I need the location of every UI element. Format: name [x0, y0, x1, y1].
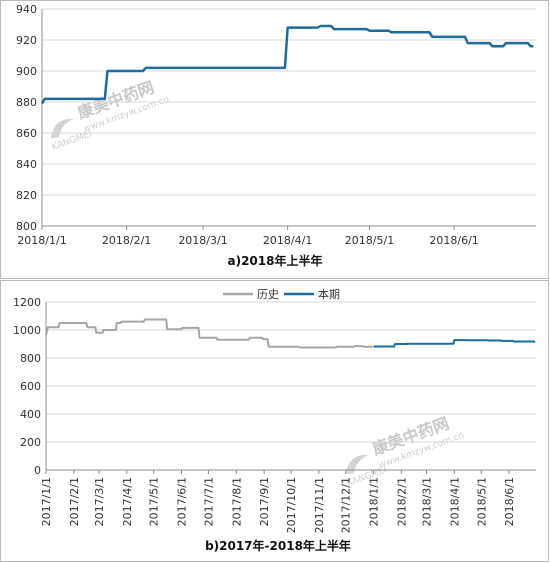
y-ticks-a: 800 820 840 860 880 900 920 940: [16, 3, 37, 233]
x-tick-label: 2017/3/1: [93, 477, 106, 526]
x-tick-label: 2018/3/1: [178, 234, 227, 247]
y-tick-label: 0: [34, 464, 41, 477]
x-tick-label: 2017/1/1: [40, 477, 53, 526]
y-tick-label: 920: [16, 34, 37, 47]
y-tick-label: 800: [16, 220, 37, 233]
x-tick-label: 2018/6/1: [429, 234, 478, 247]
x-tick-label: 2018/5/1: [475, 477, 488, 526]
y-tick-label: 880: [16, 96, 37, 109]
series-b: [45, 318, 536, 349]
x-tick-label: 2017/8/1: [230, 477, 243, 526]
y-tick-label: 820: [16, 189, 37, 202]
x-tick-label: 2018/2/1: [395, 477, 408, 526]
y-tick-label: 940: [16, 3, 37, 16]
series-line-1: [373, 339, 536, 348]
y-ticks-b: 0 200 400 600 800 1000 1200: [13, 296, 41, 477]
x-ticks-a: 2018/1/1 2018/2/1 2018/3/1 2018/4/1 2018/5/1…: [17, 226, 479, 247]
x-tick-label: 2018/6/1: [503, 477, 516, 526]
x-ticks-b: 2017/1/1 2017/2/1 2017/3/1 2017/4/1 2017/5/1…: [40, 470, 516, 533]
y-tick-label: 1200: [13, 296, 41, 309]
x-tick-label: 2017/11/1: [313, 477, 326, 533]
legend-label-history: 历史: [257, 288, 279, 301]
x-tick-label: 2018/5/1: [345, 234, 394, 247]
x-tick-label: 2018/4/1: [448, 477, 461, 526]
grid-b: [46, 301, 536, 471]
chart-b-svg: KANGMEI 康美中药网 www.kmzyw.com.cn 历史 本期 020…: [13, 287, 536, 553]
x-tick-label: 2017/12/1: [340, 477, 353, 533]
y-tick-label: 900: [16, 65, 37, 78]
y-tick-label: 200: [20, 436, 41, 449]
x-tick-label: 2018/1/1: [368, 477, 381, 526]
x-tick-label: 2018/3/1: [421, 477, 434, 526]
x-tick-label: 2017/7/1: [202, 477, 215, 526]
x-tick-label: 2018/2/1: [102, 234, 151, 247]
y-tick-label: 600: [20, 380, 41, 393]
series-a: [40, 24, 534, 105]
x-tick-label: 2017/2/1: [68, 477, 81, 526]
series-line-0: [45, 318, 373, 349]
chart-a-title: a)2018年上半年: [228, 253, 323, 268]
chart-a-svg: KANGMEI 康美中药网 www.kmzyw.com.cn 800820840…: [16, 3, 536, 268]
x-tick-label: 2018/4/1: [263, 234, 312, 247]
x-tick-label: 2017/5/1: [148, 477, 161, 526]
y-tick-label: 860: [16, 127, 37, 140]
x-tick-label: 2017/6/1: [176, 477, 189, 526]
x-tick-label: 2017/4/1: [121, 477, 134, 526]
x-tick-label: 2018/1/1: [17, 234, 66, 247]
legend-label-current: 本期: [318, 287, 340, 301]
series-line-main: [40, 24, 534, 105]
y-tick-label: 840: [16, 158, 37, 171]
x-tick-label: 2017/9/1: [258, 477, 271, 526]
y-tick-label: 1000: [13, 324, 41, 337]
chart-panel-b: KANGMEI 康美中药网 www.kmzyw.com.cn 历史 本期 0 20…: [0, 280, 549, 562]
legend-b: 历史 本期: [223, 287, 340, 301]
y-tick-label: 800: [20, 352, 41, 365]
chart-panel-a: KANGMEI 康美中药网 www.kmzyw.com.cn 800 820 840…: [0, 0, 549, 279]
x-tick-label: 2017/10/1: [285, 477, 298, 533]
y-tick-label: 400: [20, 408, 41, 421]
chart-b-title: b)2017年-2018年上半年: [205, 538, 351, 553]
